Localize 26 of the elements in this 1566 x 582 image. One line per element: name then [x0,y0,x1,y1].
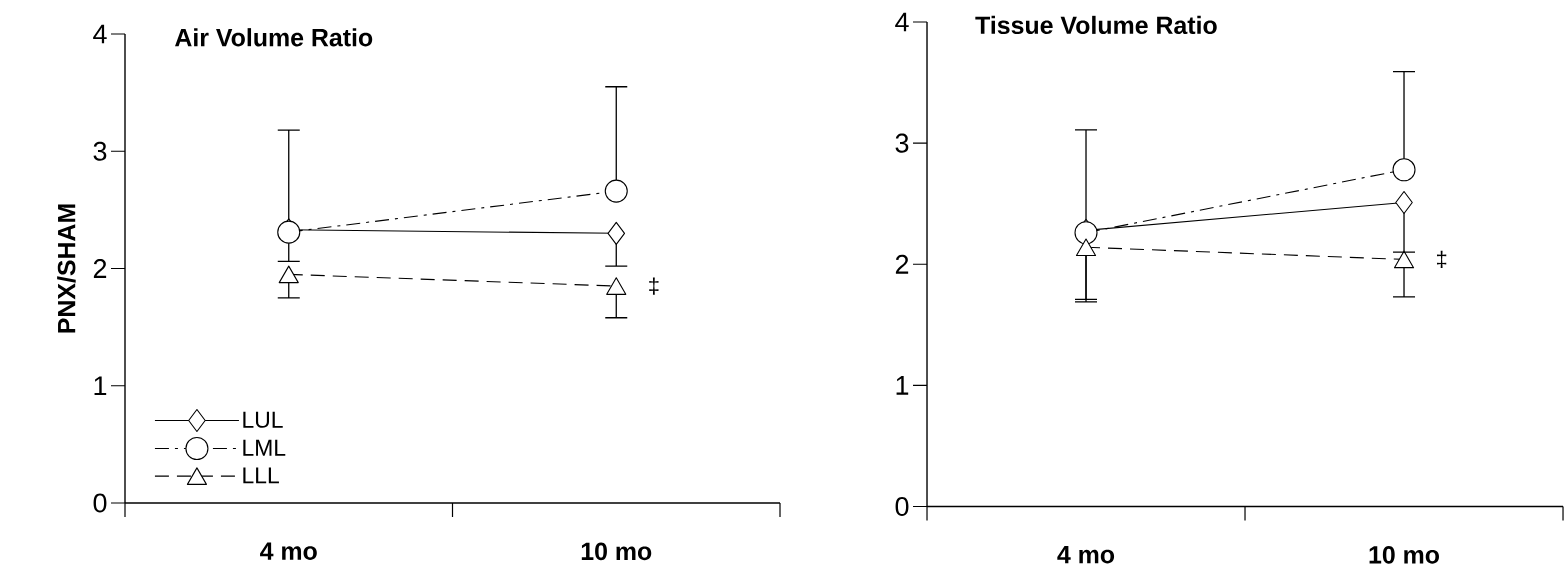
y-tick-label: 2 [895,254,909,274]
x-tick-label: 10 mo [1369,546,1439,564]
x-tick-label: 10 mo [581,542,652,561]
x-tick-label: 4 mo [260,542,317,560]
y-tick-label: 4 [895,12,909,32]
y-tick-label: 0 [93,493,107,513]
y-tick-label: 3 [93,141,107,161]
legend-label: LUL [243,411,283,428]
chart-title: Air Volume Ratio [175,28,373,47]
legend-label: LML [243,439,286,456]
y-tick-label: 1 [94,376,107,395]
legend-label: LLL [243,467,279,484]
annotation: ‡ [649,277,659,295]
point [1392,158,1416,182]
y-axis-title: PNX/SHAM [57,204,76,333]
y-tick-label: 1 [896,376,909,395]
y-tick-label: 3 [895,133,909,153]
point [1395,190,1413,215]
point [604,179,628,203]
y-tick-label: 2 [93,259,107,278]
annotation: ‡ [1436,250,1447,269]
chart-title: Tissue Volume Ratio [975,15,1217,35]
point [607,221,626,245]
y-tick-label: 0 [895,496,909,517]
y-tick-label: 4 [93,24,107,44]
x-tick-label: 4 mo [1057,546,1115,564]
